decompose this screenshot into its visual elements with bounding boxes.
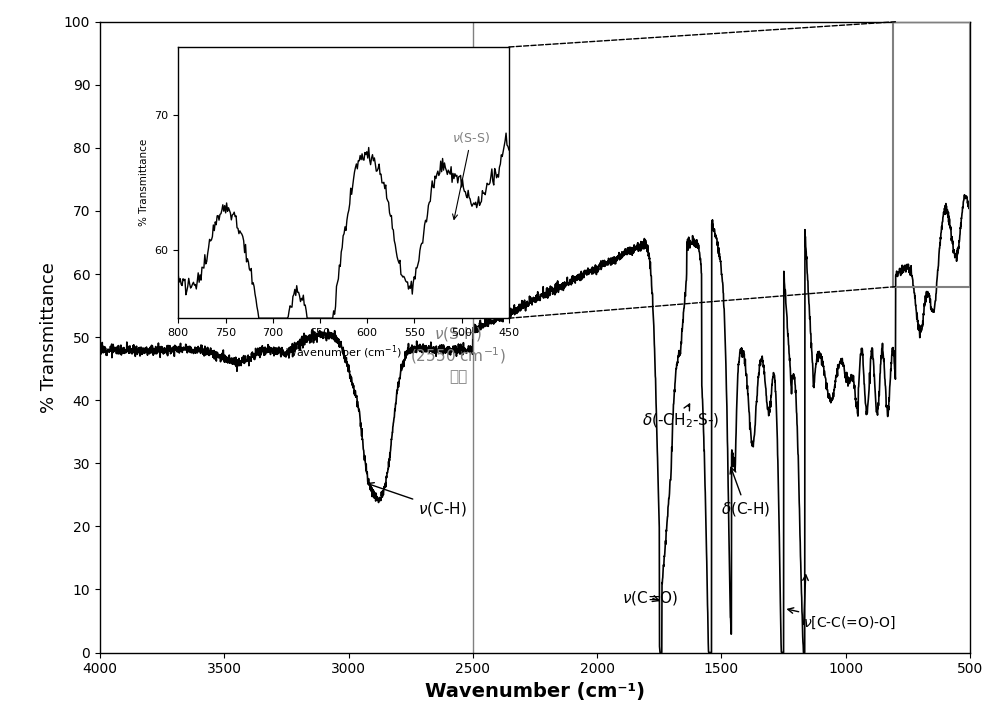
- Text: $\nu$(S-H)
(2550 cm$^{-1}$)
消失: $\nu$(S-H) (2550 cm$^{-1}$) 消失: [410, 325, 506, 384]
- Text: $\nu$[C-C(=O)-O]: $\nu$[C-C(=O)-O]: [788, 608, 897, 631]
- Text: $\delta$(-CH$_2$-S-): $\delta$(-CH$_2$-S-): [642, 404, 719, 430]
- Y-axis label: % Transmittance: % Transmittance: [40, 262, 58, 413]
- X-axis label: Wavenumber (cm⁻¹): Wavenumber (cm⁻¹): [425, 682, 645, 701]
- Text: $\nu$(C=O): $\nu$(C=O): [622, 589, 678, 607]
- Text: $\delta$(C-H): $\delta$(C-H): [721, 468, 771, 518]
- Text: $\nu$(C-H): $\nu$(C-H): [368, 483, 467, 518]
